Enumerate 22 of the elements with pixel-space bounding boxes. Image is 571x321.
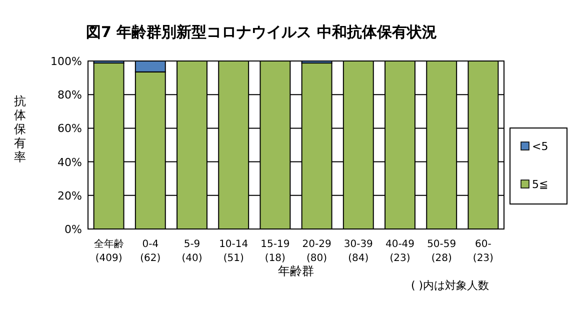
- y-tick-label: 20%: [58, 189, 82, 202]
- x-tick-label: 40-49 (23): [385, 239, 415, 264]
- x-tick-label: 50-59 (28): [427, 239, 456, 264]
- x-tick-label: 15-19 (18): [260, 239, 290, 264]
- y-tick-label: 80%: [58, 88, 82, 102]
- x-tick-label: 全年齢 (409): [94, 238, 124, 264]
- x-tick-label: 60- (23): [472, 239, 494, 264]
- y-tick-label: 60%: [58, 122, 82, 136]
- y-tick-label: 100%: [50, 55, 82, 68]
- x-tick-label: 0-4 (62): [140, 239, 161, 264]
- y-axis-title: 抗体保有率: [14, 94, 26, 164]
- y-tick-label: 0%: [64, 223, 82, 236]
- chart-title: 図7 年齢群別新型コロナウイルス 中和抗体保有状況: [86, 23, 437, 41]
- legend-label: <5: [532, 140, 548, 153]
- x-tick-label: 30-39 (84): [344, 239, 373, 264]
- x-tick-label: 10-14 (51): [219, 239, 248, 264]
- x-tick-label: 5-9 (40): [182, 239, 202, 264]
- text: ( )内は対象人数: [410, 279, 490, 292]
- y-tick-label: 40%: [58, 156, 82, 169]
- x-tick-label: 20-29 (80): [302, 239, 332, 264]
- x-axis-title: 年齢群: [278, 264, 314, 278]
- legend-label: 5≦: [532, 178, 548, 191]
